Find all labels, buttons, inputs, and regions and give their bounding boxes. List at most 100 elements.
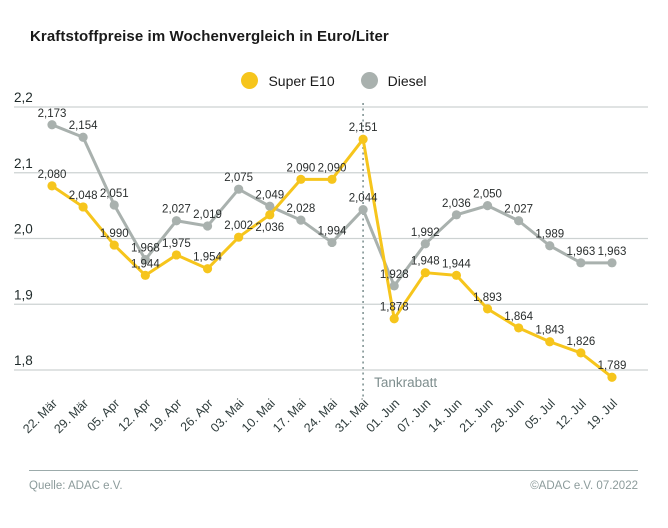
- legend-swatch-super-e10: [241, 72, 259, 89]
- data-point-super-e10: [327, 174, 337, 184]
- data-point-super-e10: [576, 348, 586, 358]
- legend-item-diesel: Diesel: [360, 72, 427, 89]
- data-point-label: 2,027: [504, 204, 533, 216]
- data-point-label: 1,992: [411, 227, 440, 239]
- x-axis-tick-label: 10. Mai: [239, 396, 278, 435]
- data-point-label: 2,154: [69, 120, 98, 132]
- data-point-super-e10: [202, 264, 213, 274]
- data-point-label: 2,036: [442, 198, 471, 210]
- data-point-super-e10: [514, 323, 524, 333]
- data-point-diesel: [607, 258, 617, 268]
- x-axis-tick-label: 05. Apr: [84, 396, 122, 434]
- data-point-label: 2,173: [38, 108, 67, 120]
- x-axis-tick-label: 12. Apr: [116, 396, 154, 434]
- x-axis-tick-label: 17. Mai: [270, 396, 309, 435]
- data-point-diesel: [545, 241, 555, 251]
- data-point-label: 1,944: [131, 258, 160, 270]
- data-point-label: 2,036: [255, 222, 284, 234]
- data-point-diesel: [420, 239, 430, 249]
- data-point-diesel: [171, 216, 182, 226]
- data-point-diesel: [389, 281, 399, 291]
- data-point-diesel: [514, 216, 524, 226]
- data-point-diesel: [296, 215, 306, 225]
- data-point-label: 1,948: [411, 256, 440, 268]
- data-point-label: 2,028: [286, 203, 315, 215]
- data-point-label: 2,019: [193, 209, 222, 221]
- data-point-super-e10: [109, 240, 119, 250]
- chart-legend: Super E10 Diesel: [0, 72, 668, 89]
- data-point-diesel: [234, 184, 244, 194]
- data-point-label: 2,044: [349, 193, 378, 205]
- copyright-label: ©ADAC e.V. 07.2022: [530, 480, 638, 492]
- x-axis-tick-label: 29. Mär: [51, 396, 91, 436]
- x-axis-tick-label: 01. Jun: [363, 396, 402, 435]
- data-point-label: 1,944: [442, 258, 471, 270]
- data-point-super-e10: [234, 232, 244, 242]
- y-axis-tick-label: 1,8: [14, 353, 33, 368]
- y-axis-tick-label: 2,1: [14, 156, 33, 171]
- x-axis-tick-label: 12. Jul: [553, 396, 589, 432]
- x-axis-tick-label: 31. Mai: [332, 396, 371, 435]
- data-point-super-e10: [358, 134, 368, 144]
- data-point-label: 2,151: [349, 122, 378, 134]
- data-point-label: 2,048: [69, 190, 98, 202]
- x-axis-tick-label: 19. Jul: [584, 396, 620, 432]
- y-axis-tick-label: 1,9: [14, 287, 33, 302]
- data-point-label: 1,975: [162, 238, 191, 250]
- data-point-label: 1,968: [131, 243, 160, 255]
- y-axis-tick-label: 2,2: [14, 90, 33, 105]
- data-point-label: 1,843: [535, 325, 564, 337]
- data-point-diesel: [109, 200, 119, 210]
- data-point-super-e10: [296, 174, 306, 184]
- data-point-diesel: [140, 254, 150, 265]
- data-point-super-e10: [265, 210, 275, 220]
- y-axis-tick-label: 2,0: [14, 222, 33, 237]
- data-point-label: 1,826: [566, 336, 595, 348]
- data-point-super-e10: [47, 181, 57, 191]
- data-point-label: 2,027: [162, 204, 191, 216]
- data-point-label: 1,990: [100, 228, 129, 240]
- data-point-label: 2,080: [38, 169, 67, 181]
- x-axis-tick-label: 14. Jun: [426, 396, 465, 435]
- data-point-label: 1,994: [318, 225, 347, 237]
- chart-title: Kraftstoffpreise im Wochenvergleich in E…: [30, 28, 389, 45]
- data-point-diesel: [265, 201, 275, 211]
- data-point-super-e10: [420, 268, 430, 278]
- data-point-super-e10: [607, 372, 617, 382]
- data-point-label: 1,954: [193, 252, 222, 264]
- data-point-label: 2,051: [100, 188, 129, 200]
- data-point-label: 1,928: [380, 269, 409, 281]
- x-axis-tick-label: 05. Jul: [522, 396, 558, 432]
- data-point-label: 1,893: [473, 292, 502, 304]
- data-point-label: 2,090: [318, 162, 347, 174]
- x-axis-tick-label: 19. Apr: [147, 396, 185, 434]
- x-axis-tick-label: 24. Mai: [301, 396, 340, 435]
- legend-item-super-e10: Super E10: [241, 72, 335, 89]
- annotation-label: Tankrabatt: [374, 375, 437, 390]
- data-point-label: 1,963: [566, 246, 595, 258]
- data-point-label: 1,878: [380, 302, 409, 314]
- data-point-super-e10: [451, 270, 462, 280]
- data-point-label: 1,963: [598, 246, 627, 258]
- data-point-label: 1,789: [598, 360, 627, 372]
- data-point-label: 2,049: [255, 189, 284, 201]
- data-point-label: 1,989: [535, 229, 564, 241]
- data-point-label: 2,075: [224, 172, 253, 184]
- data-point-label: 2,050: [473, 189, 502, 201]
- data-point-super-e10: [171, 250, 182, 260]
- data-point-diesel: [47, 120, 57, 130]
- data-point-super-e10: [482, 304, 493, 314]
- data-point-label: 1,864: [504, 311, 533, 323]
- data-point-diesel: [482, 201, 493, 211]
- data-point-super-e10: [140, 270, 150, 280]
- data-point-super-e10: [78, 202, 88, 212]
- x-axis-tick-label: 07. Jun: [395, 396, 434, 435]
- data-point-diesel: [451, 210, 462, 220]
- data-point-super-e10: [545, 337, 555, 347]
- data-point-label: 2,002: [224, 220, 253, 232]
- data-point-diesel: [78, 132, 88, 142]
- data-point-label: 2,090: [286, 162, 315, 174]
- x-axis-tick-label: 21. Jun: [457, 396, 496, 435]
